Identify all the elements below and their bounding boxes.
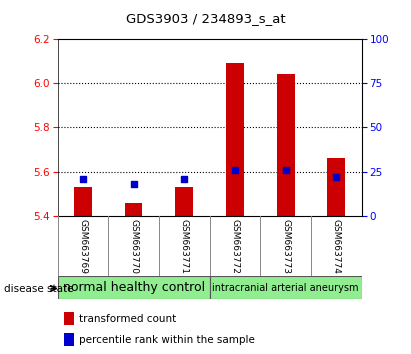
Text: GSM663773: GSM663773 xyxy=(281,219,290,274)
Text: GSM663772: GSM663772 xyxy=(231,219,240,274)
Bar xyxy=(328,159,345,216)
Text: disease state: disease state xyxy=(4,284,74,293)
Bar xyxy=(175,187,193,216)
Text: GSM663771: GSM663771 xyxy=(180,219,189,274)
Bar xyxy=(277,74,295,216)
Bar xyxy=(125,203,143,216)
Bar xyxy=(226,63,244,216)
Point xyxy=(181,176,187,182)
Point xyxy=(130,181,137,187)
Point xyxy=(282,167,289,173)
Text: normal healthy control: normal healthy control xyxy=(62,281,205,294)
Bar xyxy=(74,187,92,216)
Text: transformed count: transformed count xyxy=(79,314,176,324)
Point xyxy=(232,167,238,173)
Text: intracranial arterial aneurysm: intracranial arterial aneurysm xyxy=(212,282,359,293)
Bar xyxy=(64,312,74,325)
Point xyxy=(333,174,339,180)
Text: GSM663770: GSM663770 xyxy=(129,219,138,274)
Text: GDS3903 / 234893_s_at: GDS3903 / 234893_s_at xyxy=(126,12,285,25)
Bar xyxy=(58,276,210,299)
Text: percentile rank within the sample: percentile rank within the sample xyxy=(79,335,255,345)
Text: GSM663769: GSM663769 xyxy=(79,219,88,274)
Bar xyxy=(210,276,362,299)
Bar xyxy=(64,333,74,346)
Point xyxy=(80,176,86,182)
Text: GSM663774: GSM663774 xyxy=(332,219,341,274)
